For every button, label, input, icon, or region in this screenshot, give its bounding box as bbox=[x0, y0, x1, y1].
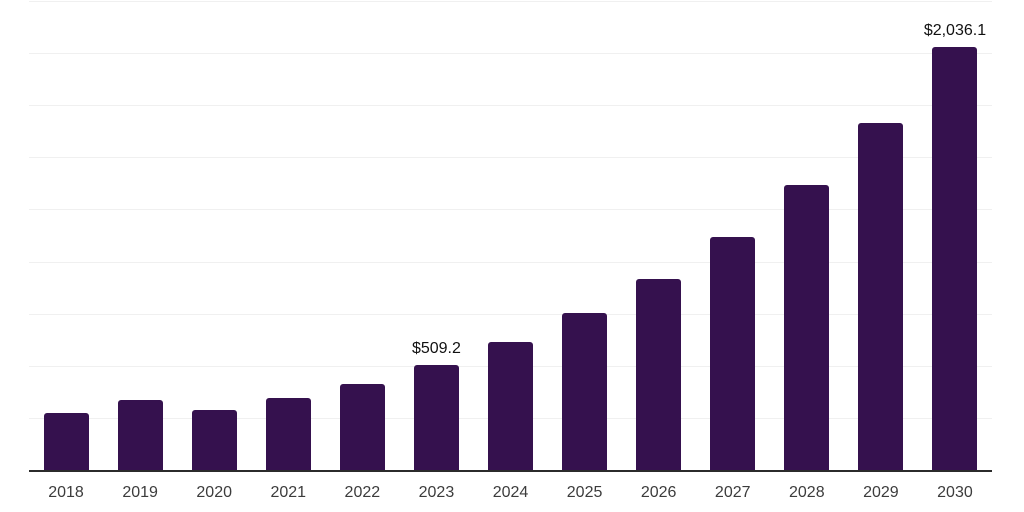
bar-2018 bbox=[43, 412, 89, 471]
x-axis-line bbox=[29, 470, 992, 472]
bar-2023 bbox=[413, 364, 459, 471]
x-axis-label: 2030 bbox=[937, 484, 973, 501]
bar-2029 bbox=[858, 122, 904, 471]
bar-value-label: $509.2 bbox=[411, 339, 461, 357]
bar-2028 bbox=[784, 185, 830, 471]
bar-2021 bbox=[265, 397, 311, 471]
x-axis-label: 2027 bbox=[714, 484, 751, 501]
x-axis-label: 2029 bbox=[863, 484, 899, 501]
x-axis-label: 2019 bbox=[122, 484, 158, 501]
gridline bbox=[29, 209, 992, 211]
bar-2024 bbox=[488, 341, 533, 471]
gridline bbox=[29, 105, 992, 107]
gridline bbox=[29, 261, 992, 263]
gridline bbox=[29, 313, 992, 315]
bar-value-label: $2,036.1 bbox=[923, 21, 987, 39]
bar-2026 bbox=[636, 278, 682, 471]
x-axis-label: 2025 bbox=[566, 484, 603, 501]
bar-2025 bbox=[562, 313, 608, 471]
gridline bbox=[29, 1, 992, 2]
x-axis-label: 2023 bbox=[418, 484, 455, 501]
bar-2030 bbox=[932, 46, 978, 471]
plot-area: $509.2 $2,036.1 bbox=[29, 1, 992, 471]
x-axis-label: 2021 bbox=[270, 484, 307, 501]
bar-2019 bbox=[117, 399, 163, 471]
x-axis-label: 2020 bbox=[196, 484, 232, 501]
gridline bbox=[29, 53, 992, 55]
x-axis-label: 2026 bbox=[640, 484, 677, 501]
x-axis-label: 2028 bbox=[789, 484, 825, 501]
bar-2022 bbox=[339, 384, 385, 471]
bar-2020 bbox=[191, 409, 237, 471]
x-axis-label: 2024 bbox=[492, 484, 529, 501]
bar-2027 bbox=[710, 236, 756, 471]
gridline bbox=[29, 157, 992, 159]
x-axis-label: 2018 bbox=[48, 484, 84, 501]
x-axis-label: 2022 bbox=[344, 484, 381, 501]
